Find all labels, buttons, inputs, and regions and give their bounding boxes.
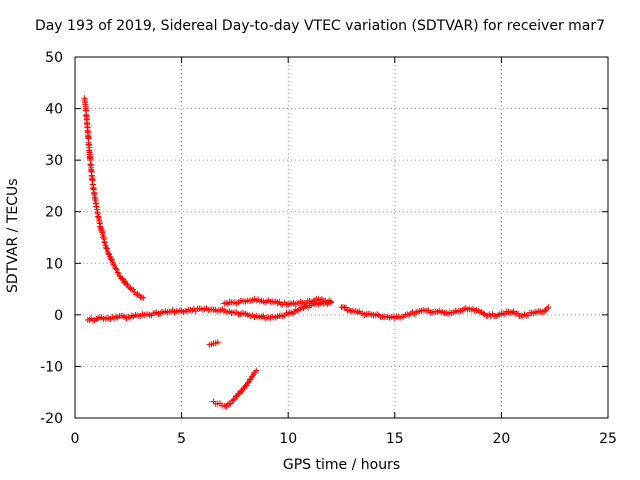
data-point	[288, 309, 295, 316]
data-point	[541, 308, 548, 315]
data-point	[140, 294, 147, 301]
x-axis-label: GPS time / hours	[282, 457, 401, 473]
data-point	[244, 379, 251, 386]
data-point	[294, 307, 301, 314]
x-tick-label: 5	[177, 431, 186, 447]
y-tick-label: -10	[40, 359, 63, 375]
grid-lines	[75, 57, 608, 418]
data-point	[138, 294, 145, 301]
data-point	[289, 310, 296, 317]
y-tick-label: 20	[45, 205, 63, 221]
x-tick-label: 25	[599, 431, 617, 447]
x-tick-label: 20	[492, 431, 510, 447]
data-point	[327, 298, 334, 305]
data-point	[133, 291, 140, 298]
y-tick-label: -20	[40, 411, 63, 427]
data-point	[101, 239, 108, 246]
data-point	[114, 269, 121, 276]
data-points	[81, 95, 552, 410]
axis-ticks	[74, 56, 609, 419]
data-point	[227, 400, 234, 407]
y-axis-label: SDTVAR / TECUs	[5, 178, 21, 293]
chart-title: Day 193 of 2019, Sidereal Day-to-day VTE…	[34, 18, 606, 34]
data-point	[103, 245, 110, 252]
tick-labels: 0 5 10 15 20 25 -20 -10 0 10 20 30 40 50	[40, 50, 617, 447]
x-tick-label: 0	[71, 431, 80, 447]
y-tick-label: 0	[54, 308, 63, 324]
data-point	[122, 278, 129, 285]
data-point	[113, 266, 120, 273]
data-point	[243, 382, 250, 389]
data-point	[123, 280, 130, 287]
data-point	[112, 265, 119, 272]
data-point	[127, 285, 134, 292]
y-tick-label: 50	[45, 50, 63, 66]
data-point	[230, 396, 237, 403]
plot-frame	[74, 56, 609, 419]
data-point	[253, 367, 260, 374]
data-point	[118, 275, 125, 282]
data-point	[134, 291, 141, 298]
y-tick-label: 10	[45, 256, 63, 272]
data-point	[214, 339, 221, 346]
y-tick-label: 30	[45, 153, 63, 169]
x-tick-label: 15	[386, 431, 404, 447]
data-point	[545, 304, 552, 311]
data-point	[105, 250, 112, 257]
x-tick-label: 10	[279, 431, 297, 447]
data-point	[106, 253, 113, 260]
data-point	[224, 401, 231, 408]
y-tick-label: 40	[45, 102, 63, 118]
